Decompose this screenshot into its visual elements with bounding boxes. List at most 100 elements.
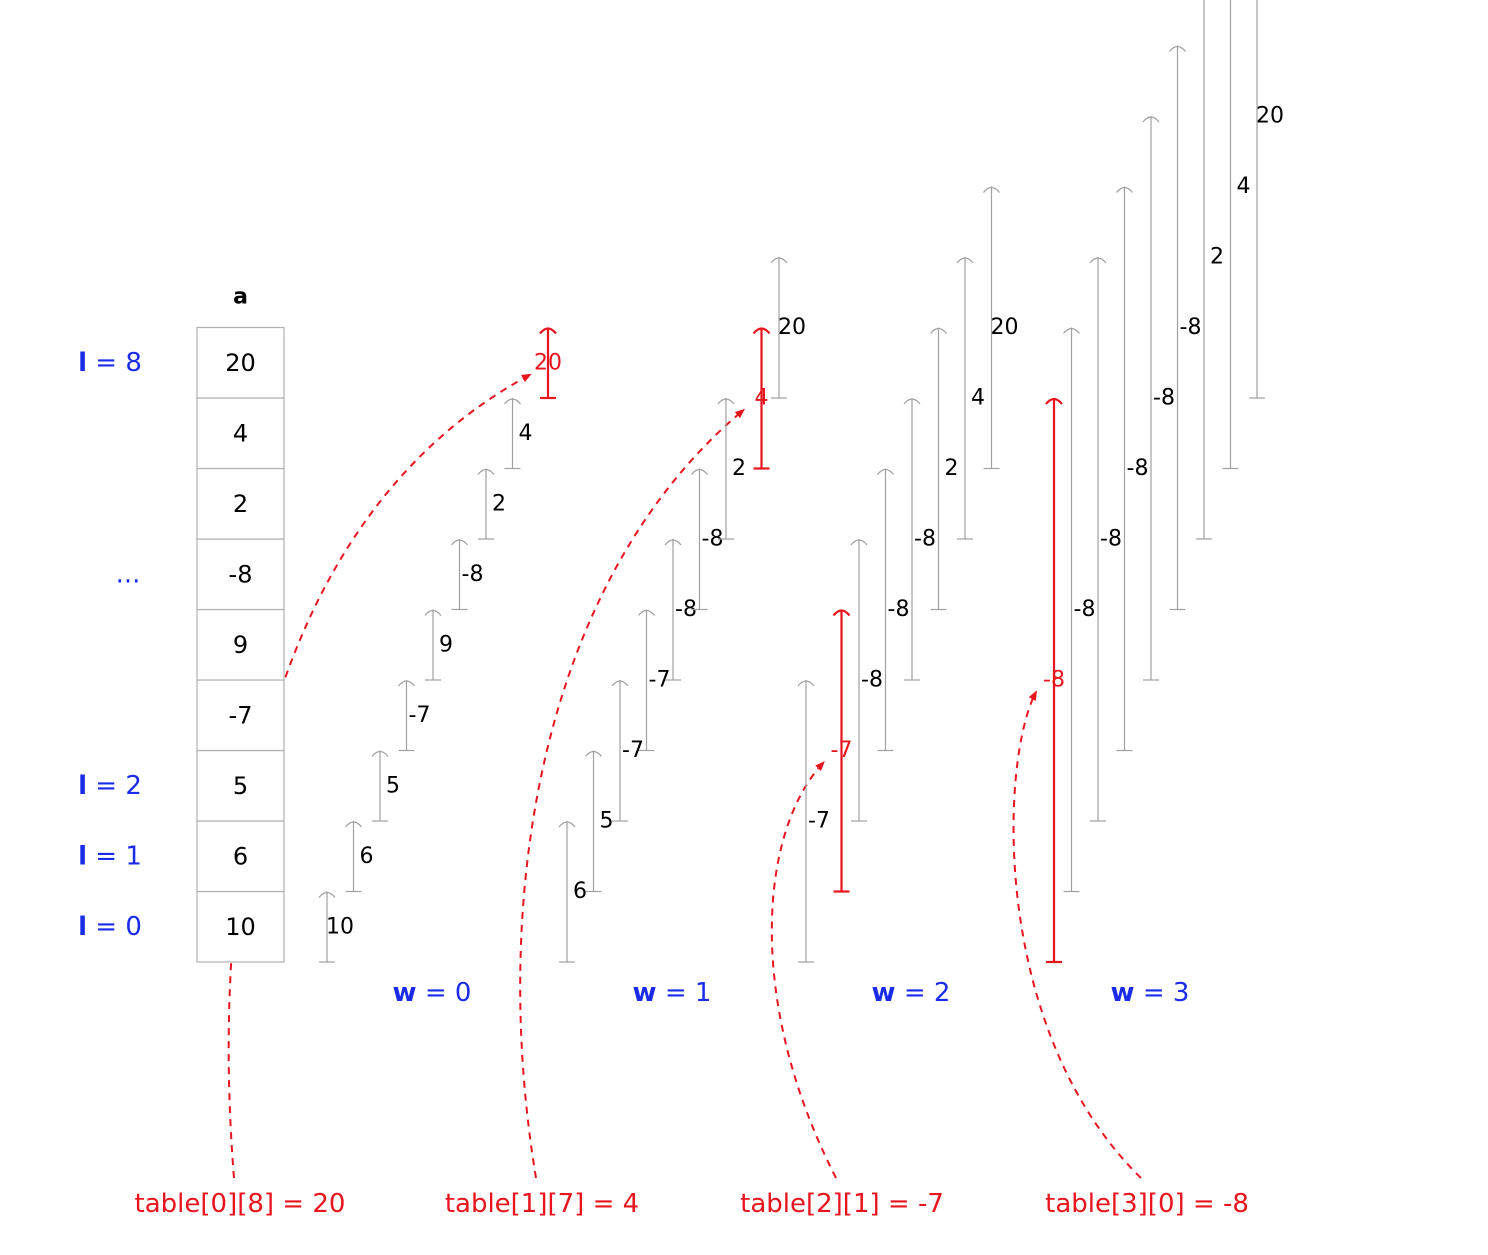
range-value: 4 (755, 386, 769, 411)
callout-labels: table[0][8] = 20 table[1][7] = 4 table[2][… (135, 1189, 1249, 1219)
range-value: -8 (1074, 597, 1096, 622)
range-bar: -8 (1116, 186, 1149, 752)
range-value: 4 (1237, 174, 1251, 199)
range-value: 20 (991, 315, 1019, 340)
array-cell: -8 (196, 538, 285, 611)
range-top-tick (318, 891, 336, 898)
range-bar: -8 (850, 539, 883, 822)
row-label: l = 0 (78, 912, 142, 942)
array-cell-box (196, 820, 285, 893)
range-value: 6 (360, 844, 374, 869)
array-cell: 20 (196, 326, 285, 399)
range-value: -7 (649, 668, 671, 693)
range-value: 20 (534, 350, 562, 375)
array-cell: 4 (196, 397, 285, 470)
range-bar: 20 (534, 327, 562, 400)
range-value: -8 (1153, 386, 1175, 411)
range-value: 4 (519, 421, 533, 446)
range-bar: 6 (558, 821, 587, 963)
range-top-tick (1169, 45, 1186, 52)
range-bar: -8 (903, 398, 936, 681)
range-bar: 10 (318, 891, 354, 963)
array-cell-box (196, 326, 285, 399)
range-top-tick (956, 257, 974, 264)
range-value: -8 (914, 527, 936, 552)
range-bar: 5 (371, 750, 400, 822)
range-value: 9 (439, 632, 453, 657)
row-labels: l = 0 l = 1 l = 2... l = 8 (78, 348, 142, 942)
range-top-tick (664, 539, 682, 546)
range-top-tick (1063, 327, 1080, 334)
range-value: 5 (600, 809, 614, 834)
callout-label: table[3][0] = -8 (1045, 1189, 1249, 1219)
level-1: 6 5 -7 -7 -8 -8 2 4 20 w = 1 (558, 257, 806, 1008)
array-cell: 10 (196, 890, 285, 963)
range-top-tick (424, 609, 442, 616)
range-value: -8 (1100, 527, 1122, 552)
range-top-tick (877, 468, 894, 475)
range-value: -8 (675, 597, 697, 622)
array-cell-value: 6 (233, 842, 248, 870)
range-top-tick (477, 468, 495, 475)
range-value: 2 (1210, 245, 1224, 270)
range-top-tick (832, 609, 851, 617)
range-value: 5 (386, 773, 400, 798)
callout-arc (519, 408, 746, 1179)
range-value: -8 (1043, 668, 1065, 693)
range-bar: 2 (477, 468, 506, 540)
range-value: -7 (409, 703, 431, 728)
range-bar: 9 (424, 609, 453, 681)
range-bar: 2 (717, 398, 746, 540)
range-top-tick (983, 186, 1000, 193)
array-cell: -7 (196, 679, 285, 752)
range-bar: -8 (664, 539, 697, 681)
level-label: w = 1 (633, 978, 712, 1008)
range-top-tick (558, 821, 576, 828)
range-top-tick (930, 327, 947, 334)
range-bar: -8 (691, 468, 724, 611)
range-value: -8 (702, 527, 724, 552)
array-cell: 2 (196, 467, 285, 540)
array-cell-value: 10 (225, 913, 256, 941)
range-value: 10 (326, 914, 354, 939)
range-top-tick (1142, 116, 1160, 123)
range-value: -7 (831, 738, 853, 763)
range-value: 2 (732, 456, 746, 481)
range-value: -8 (1127, 456, 1149, 481)
range-bar: -8 (1043, 397, 1065, 964)
level-0: 10 6 5 -7 9 -8 2 4 20 w = 0 (318, 327, 562, 1008)
array-cell-value: 9 (233, 631, 248, 659)
range-bar: -8 (1089, 257, 1122, 822)
array-cell-value: 2 (233, 490, 248, 518)
range-top-tick (611, 680, 629, 687)
range-top-tick (451, 539, 468, 546)
range-bar: -8 (1142, 116, 1175, 681)
array-cell: 6 (196, 820, 285, 893)
range-top-tick (797, 680, 815, 687)
range-value: -8 (462, 562, 484, 587)
range-bar: -8 (451, 539, 484, 611)
callout-label: table[1][7] = 4 (445, 1189, 639, 1219)
array-cell-value: -8 (229, 560, 253, 588)
range-bar: 4 (504, 398, 533, 470)
range-bar: 2 (1196, 0, 1224, 540)
array-cell-value: 4 (233, 419, 248, 447)
range-bar: 5 (585, 750, 614, 893)
callout-arcs (227, 373, 1142, 1179)
range-top-tick (371, 750, 389, 757)
array-cell-value: 20 (225, 349, 256, 377)
range-top-tick (770, 257, 788, 264)
range-value: -8 (1180, 315, 1202, 340)
row-label: ... (116, 559, 141, 589)
level-2: -7 -7 -8 -8 -8 2 4 20 w = 2 (797, 186, 1019, 1008)
range-bar: -8 (1169, 45, 1202, 611)
level-3: -8 -8 -8 -8 -8 -8 2 4 20 w = 3 (1043, 0, 1284, 1008)
level-label: w = 3 (1111, 978, 1190, 1008)
range-value: 2 (492, 491, 506, 516)
range-value: -8 (861, 668, 883, 693)
range-top-tick (752, 327, 771, 335)
range-bar: 4 (752, 327, 771, 470)
range-top-tick (638, 609, 655, 616)
range-bar: -7 (797, 680, 830, 963)
